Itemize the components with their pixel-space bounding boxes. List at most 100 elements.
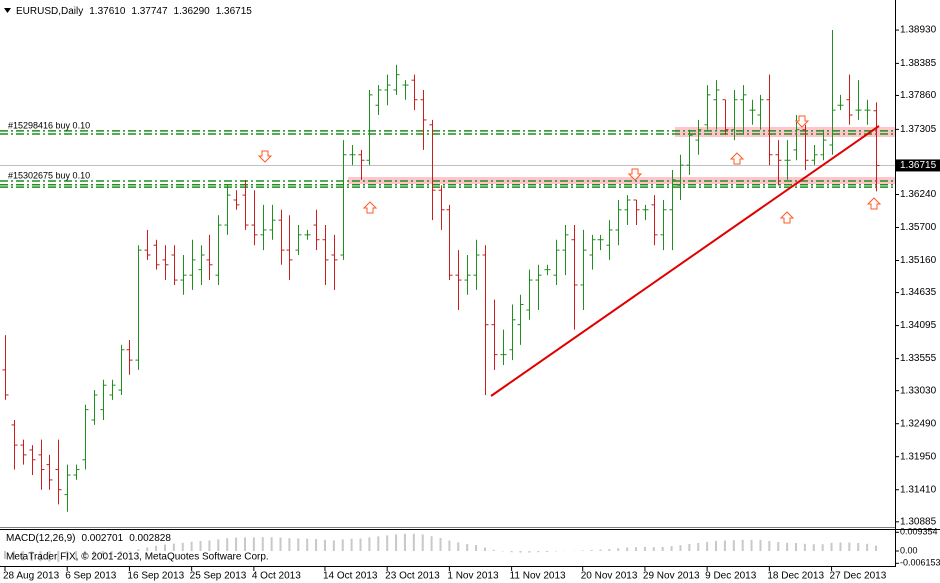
histogram-bar [768, 541, 771, 551]
histogram-bar [270, 537, 273, 551]
arrow-up [362, 201, 378, 214]
histogram-bar [190, 541, 193, 551]
histogram-bar [652, 547, 655, 551]
x-tick-label: 20 Nov 2013 [581, 571, 638, 582]
order-label: #15298416 buy 0.10 [8, 120, 90, 130]
menu-icon[interactable] [4, 8, 11, 13]
histogram-bar [4, 551, 6, 559]
x-tick-label: 25 Sep 2013 [190, 571, 247, 582]
histogram-bar [875, 545, 877, 551]
header-value: 1.36715 [216, 6, 253, 17]
symbol: EURUSD,Daily [16, 6, 83, 17]
y-tick-label: 1.36240 [900, 189, 937, 200]
histogram-bar [786, 542, 789, 551]
histogram-bar [137, 549, 140, 551]
x-tick-label: 6 Sep 2013 [65, 571, 117, 582]
histogram-bar [448, 540, 451, 551]
y-tick-label: 1.31410 [900, 484, 937, 495]
histogram-bar [377, 536, 380, 551]
x-tick-label: 27 Dec 2013 [830, 571, 887, 582]
histogram-bar [679, 545, 682, 551]
histogram-bar [803, 543, 806, 551]
histogram-bar [30, 551, 33, 561]
histogram-bar [732, 540, 735, 551]
histogram-bar [110, 551, 113, 555]
y-tick-label: 1.35700 [900, 222, 937, 233]
histogram-bar [66, 551, 69, 561]
histogram-bar [315, 539, 318, 551]
histogram-bar [288, 538, 291, 551]
histogram-bar [21, 551, 24, 561]
histogram-bar [475, 545, 478, 551]
histogram-bar [101, 551, 104, 556]
histogram-bar [528, 551, 531, 553]
histogram-bar [670, 546, 673, 551]
y-tick-label: 1.35160 [900, 255, 937, 266]
y-tick-label: 0.009354 [900, 527, 938, 537]
histogram-bar [306, 538, 309, 551]
histogram-bar [581, 550, 584, 551]
histogram-bar [519, 551, 522, 553]
y-tick-label: 1.37860 [900, 90, 937, 101]
histogram-bar [181, 542, 184, 551]
histogram-bar [146, 547, 149, 551]
arrow-up [779, 211, 795, 224]
histogram-bar [821, 544, 824, 551]
histogram-bar [48, 551, 51, 562]
plot-layer [0, 30, 895, 562]
indicator-name: MACD(12,26,9) [6, 533, 75, 544]
y-tick-label: 1.34095 [900, 320, 937, 331]
x-tick-label: 9 Dec 2013 [705, 571, 757, 582]
histogram-bar [546, 551, 549, 552]
histogram-bar [155, 545, 158, 551]
trendline [490, 125, 880, 397]
y-tick-label: 0.00 [900, 545, 918, 555]
histogram-bar [537, 551, 540, 553]
y-tick-label: 1.30885 [900, 516, 937, 527]
copyright: MetaTrader FIX, © 2001-2013, MetaQuotes … [6, 552, 269, 563]
zone [675, 127, 895, 137]
x-tick-label: 28 Aug 2013 [3, 571, 60, 582]
histogram-bar [439, 538, 442, 551]
histogram-bar [297, 538, 300, 551]
histogram-bar [812, 544, 815, 551]
histogram-bar [830, 542, 833, 551]
header-value: 1.36290 [174, 6, 211, 17]
y-tick-label: 1.38385 [900, 58, 937, 69]
histogram-bar [643, 547, 646, 551]
arrow-up [866, 197, 882, 210]
histogram-bar [777, 542, 780, 551]
histogram-bar [119, 551, 122, 553]
y-tick-label: 1.32490 [900, 418, 937, 429]
histogram-bar [466, 544, 469, 551]
histogram-bar [359, 538, 362, 551]
histogram-bar [172, 543, 175, 551]
histogram-bar [741, 539, 744, 551]
histogram-bar [92, 551, 95, 558]
arrow-down [794, 115, 810, 128]
histogram-bar [866, 543, 869, 551]
histogram-bar [857, 543, 860, 551]
histogram-bar [39, 551, 42, 562]
histogram-bar [208, 540, 211, 551]
x-tick-label: 11 Nov 2013 [510, 571, 566, 582]
histogram-bar [608, 549, 611, 551]
y-tick-label: 1.38930 [900, 25, 937, 36]
x-tick-label: 4 Oct 2013 [252, 571, 301, 582]
header-value: 1.37747 [131, 6, 168, 17]
histogram-bar [590, 550, 593, 551]
histogram-bar [323, 539, 326, 551]
histogram-bar [510, 551, 513, 553]
histogram-bar [848, 542, 851, 551]
histogram-bar [715, 540, 718, 551]
arrows [257, 115, 882, 224]
histogram-bar [706, 541, 709, 551]
histogram-bar [483, 547, 486, 551]
histogram-bar [421, 534, 424, 551]
histogram-bar [759, 539, 762, 551]
x-tick-label: 23 Oct 2013 [385, 571, 440, 582]
histogram-bar [12, 551, 15, 560]
histogram-bar [252, 537, 255, 551]
